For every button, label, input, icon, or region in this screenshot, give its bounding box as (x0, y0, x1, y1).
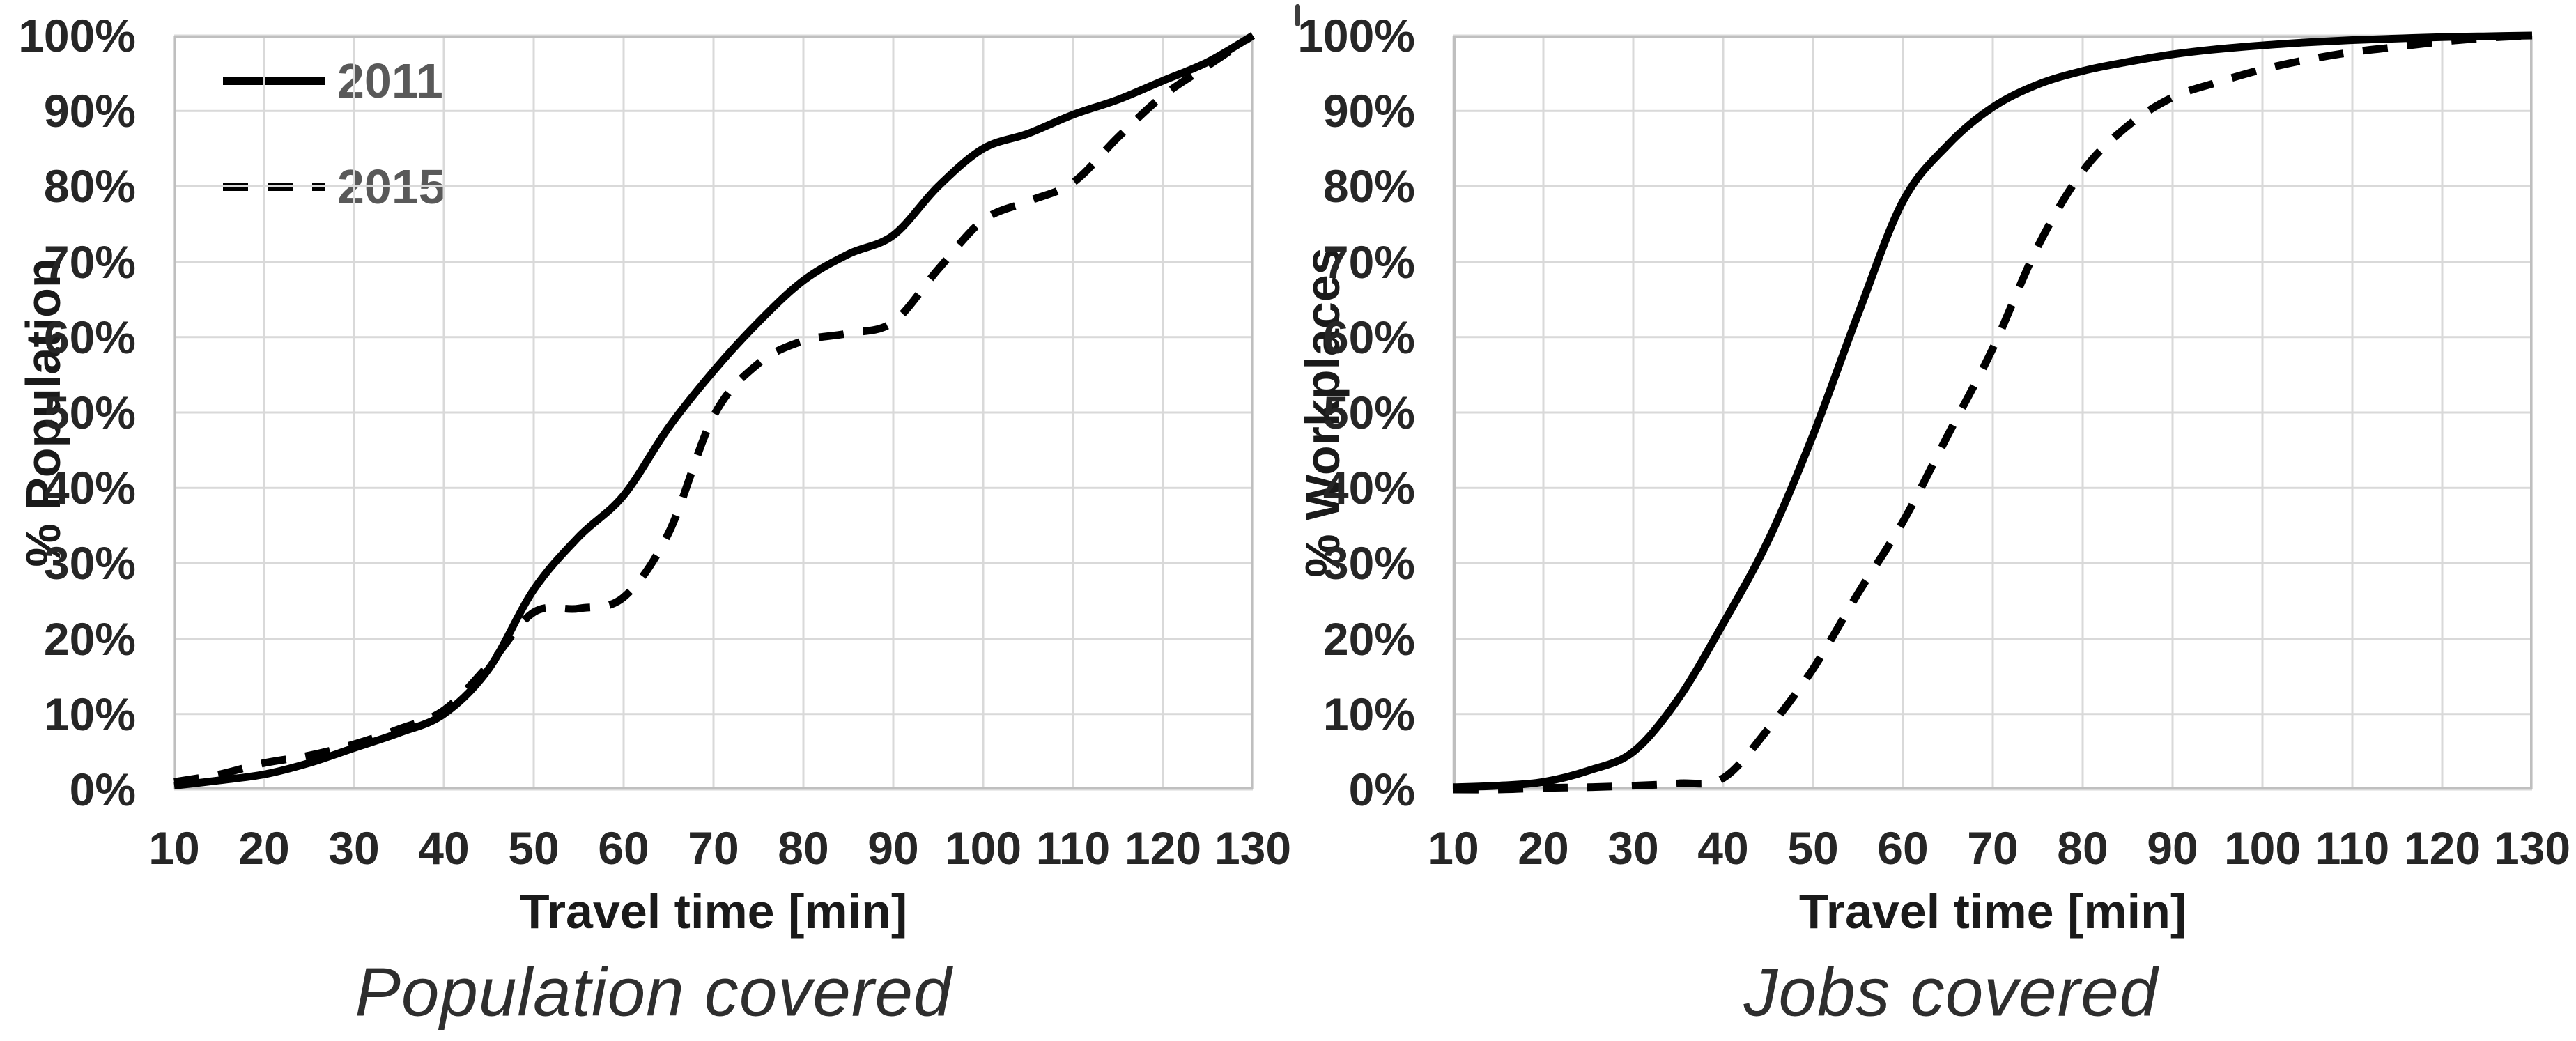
jobs-y-tick-label: 10% (1322, 688, 1415, 740)
population-x-tick-label: 60 (598, 822, 649, 874)
jobs-y-tick-label: 50% (1322, 387, 1415, 438)
population-x-tick-label: 20 (238, 822, 290, 874)
jobs-y-tick-label: 70% (1322, 236, 1415, 288)
jobs-y-tick-label: 40% (1322, 462, 1415, 514)
population-y-tick-label: 10% (43, 688, 136, 740)
population-x-tick-label: 100 (944, 822, 1022, 874)
jobs-x-tick-label: 130 (2493, 822, 2571, 874)
population-x-tick-label: 70 (688, 822, 739, 874)
jobs-y-tick-label: 90% (1322, 85, 1415, 137)
population-y-tick-label: 100% (18, 10, 136, 61)
population-y-tick-label: 60% (43, 311, 136, 363)
population-y-tick-label: 0% (69, 764, 136, 815)
jobs-x-tick-label: 90 (2147, 822, 2198, 874)
right-caption: Jobs covered (1743, 953, 2159, 1031)
population-x-tick-label: 130 (1214, 822, 1292, 874)
population-x-tick-label: 40 (418, 822, 470, 874)
jobs-y-tick-label: 60% (1322, 311, 1415, 363)
jobs-x-tick-label: 80 (2057, 822, 2108, 874)
population-y-tick-label: 80% (43, 160, 136, 213)
legend-solid-line-icon (223, 77, 325, 85)
population-x-tick-label: 110 (1035, 822, 1111, 874)
jobs-y-tick-label: 30% (1322, 537, 1415, 589)
population-y-tick-label: 70% (43, 236, 136, 288)
jobs-y-tick-label: 20% (1322, 612, 1415, 665)
jobs-x-tick-label: 110 (2315, 822, 2390, 874)
series-2015-dashed-curve (173, 32, 1256, 786)
jobs-x-tick-label: 60 (1877, 822, 1929, 874)
series-2011-solid-curve (1453, 31, 2533, 792)
jobs-x-tick-label: 30 (1607, 822, 1659, 874)
series-2015-dashed-curve (1453, 31, 2533, 794)
population-y-tick-label: 40% (43, 462, 136, 514)
population-x-tick-label: 50 (508, 822, 560, 874)
population-plot-area (173, 32, 1256, 791)
right-x-axis-title: Travel time [min] (1798, 884, 2187, 939)
population-x-tick-label: 30 (328, 822, 380, 874)
population-x-tick-label: 80 (778, 822, 829, 874)
jobs-x-tick-label: 10 (1428, 822, 1479, 874)
stray-mark (1295, 4, 1300, 26)
jobs-y-tick-label: 0% (1348, 764, 1415, 815)
jobs-x-tick-label: 20 (1518, 822, 1569, 874)
jobs-x-tick-label: 40 (1697, 822, 1749, 874)
jobs-y-tick-label: 100% (1297, 10, 1415, 61)
population-y-tick-label: 50% (43, 387, 136, 438)
jobs-y-tick-label: 80% (1322, 160, 1415, 213)
jobs-x-tick-label: 70 (1967, 822, 2019, 874)
plot-border (1453, 36, 2532, 789)
population-y-tick-label: 30% (43, 537, 136, 589)
population-x-tick-label: 90 (867, 822, 919, 874)
jobs-x-tick-label: 120 (2403, 822, 2481, 874)
population-y-tick-label: 90% (43, 85, 136, 137)
jobs-x-tick-label: 50 (1787, 822, 1839, 874)
left-x-axis-title: Travel time [min] (519, 884, 908, 939)
population-y-tick-label: 20% (43, 612, 136, 665)
jobs-plot-area (1452, 31, 2533, 794)
population-x-tick-label: 120 (1124, 822, 1202, 874)
left-caption: Population covered (355, 953, 952, 1031)
plot-border (174, 36, 1253, 789)
population-x-tick-label: 10 (148, 822, 200, 874)
jobs-x-tick-label: 100 (2223, 822, 2301, 874)
